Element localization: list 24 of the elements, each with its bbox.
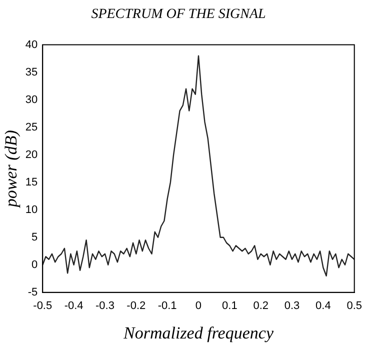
x-tick-label: -0.2 bbox=[126, 300, 146, 312]
x-tick-label: 0.3 bbox=[284, 300, 300, 312]
x-tick-label: 0 bbox=[195, 300, 202, 312]
x-tick-label: 0.1 bbox=[222, 300, 238, 312]
y-tick-label: 15 bbox=[25, 176, 38, 188]
y-tick-label: 0 bbox=[32, 258, 38, 271]
x-tick-label: 0.4 bbox=[316, 300, 331, 312]
y-tick-label: 35 bbox=[25, 66, 38, 78]
y-tick-label: -5 bbox=[28, 286, 38, 298]
x-tick-label: -0.5 bbox=[33, 300, 52, 312]
x-tick-label: -0.3 bbox=[95, 300, 114, 312]
y-tick-label: 25 bbox=[25, 121, 38, 134]
chart-title: SPECTRUM OF THE SIGNAL bbox=[91, 7, 266, 22]
y-tick-label: 10 bbox=[25, 204, 38, 216]
y-tick-label: 5 bbox=[32, 231, 38, 244]
x-axis-title: Normalized frequency bbox=[122, 323, 274, 342]
x-tick-label: -0.4 bbox=[64, 300, 84, 312]
y-tick-label: 40 bbox=[25, 38, 38, 51]
x-tick-label: 0.5 bbox=[346, 300, 362, 312]
y-axis-title: power (dB) bbox=[2, 130, 21, 208]
y-tick-label: 20 bbox=[25, 148, 38, 161]
y-tick-label: 30 bbox=[25, 94, 38, 106]
x-tick-label: 0.2 bbox=[253, 300, 268, 312]
x-tick-label: -0.1 bbox=[158, 300, 177, 312]
